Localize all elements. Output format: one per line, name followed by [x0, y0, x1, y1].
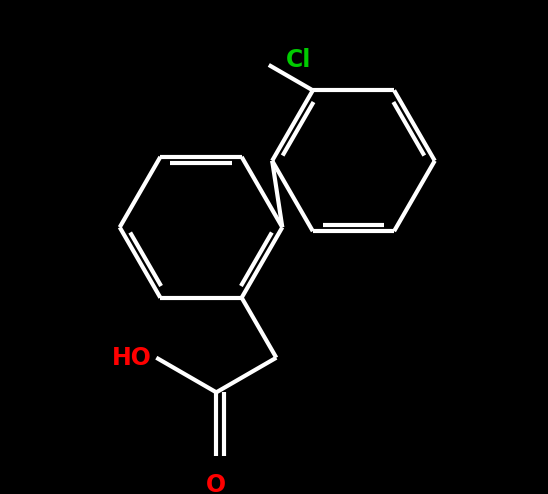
Text: O: O — [206, 473, 226, 494]
Text: Cl: Cl — [286, 48, 311, 72]
Text: HO: HO — [112, 346, 152, 370]
